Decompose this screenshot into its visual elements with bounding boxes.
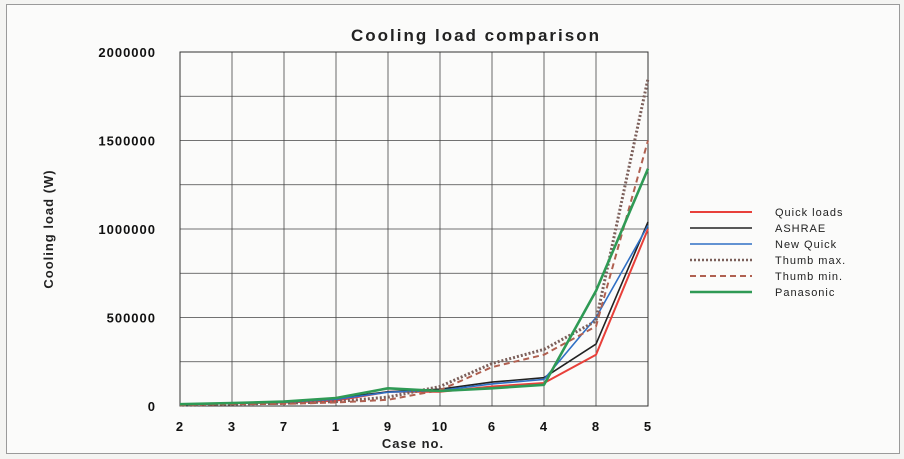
x-tick-label: 1 bbox=[332, 419, 340, 434]
x-axis-title: Case no. bbox=[382, 436, 444, 451]
legend-label: Quick loads bbox=[775, 207, 843, 219]
x-axis-ticks: 2 3 7 1 9 10 6 4 8 5 bbox=[176, 419, 652, 434]
y-axis-ticks: 0 500000 1000000 1500000 2000000 bbox=[98, 45, 156, 414]
legend-label: New Quick bbox=[775, 239, 837, 251]
x-tick-label: 4 bbox=[540, 419, 548, 434]
chart-title: Cooling load comparison bbox=[351, 26, 601, 45]
x-tick-label: 7 bbox=[280, 419, 288, 434]
y-tick-label: 0 bbox=[148, 399, 156, 414]
x-tick-label: 2 bbox=[176, 419, 184, 434]
x-tick-label: 6 bbox=[488, 419, 496, 434]
x-tick-label: 9 bbox=[384, 419, 392, 434]
y-tick-label: 2000000 bbox=[98, 45, 156, 60]
legend-label: Thumb max. bbox=[775, 255, 846, 267]
y-tick-label: 1000000 bbox=[98, 222, 156, 237]
legend-label: Panasonic bbox=[775, 287, 835, 299]
y-tick-label: 500000 bbox=[107, 311, 156, 326]
x-tick-label: 8 bbox=[592, 419, 600, 434]
grid bbox=[180, 52, 648, 406]
legend-label: ASHRAE bbox=[775, 223, 826, 235]
series-lines bbox=[179, 78, 650, 407]
legend: Quick loads ASHRAE New Quick Thumb max. Thum… bbox=[690, 207, 846, 299]
legend-label: Thumb min. bbox=[775, 271, 843, 283]
x-tick-label: 5 bbox=[644, 419, 652, 434]
x-tick-label: 10 bbox=[432, 419, 448, 434]
series-line bbox=[179, 228, 649, 406]
series-line bbox=[179, 225, 649, 406]
y-tick-label: 1500000 bbox=[98, 134, 156, 149]
x-tick-label: 3 bbox=[228, 419, 236, 434]
y-axis-title: Cooling load (W) bbox=[41, 169, 56, 288]
series-line bbox=[179, 140, 649, 407]
series-line bbox=[179, 168, 650, 406]
series-line bbox=[179, 221, 649, 406]
